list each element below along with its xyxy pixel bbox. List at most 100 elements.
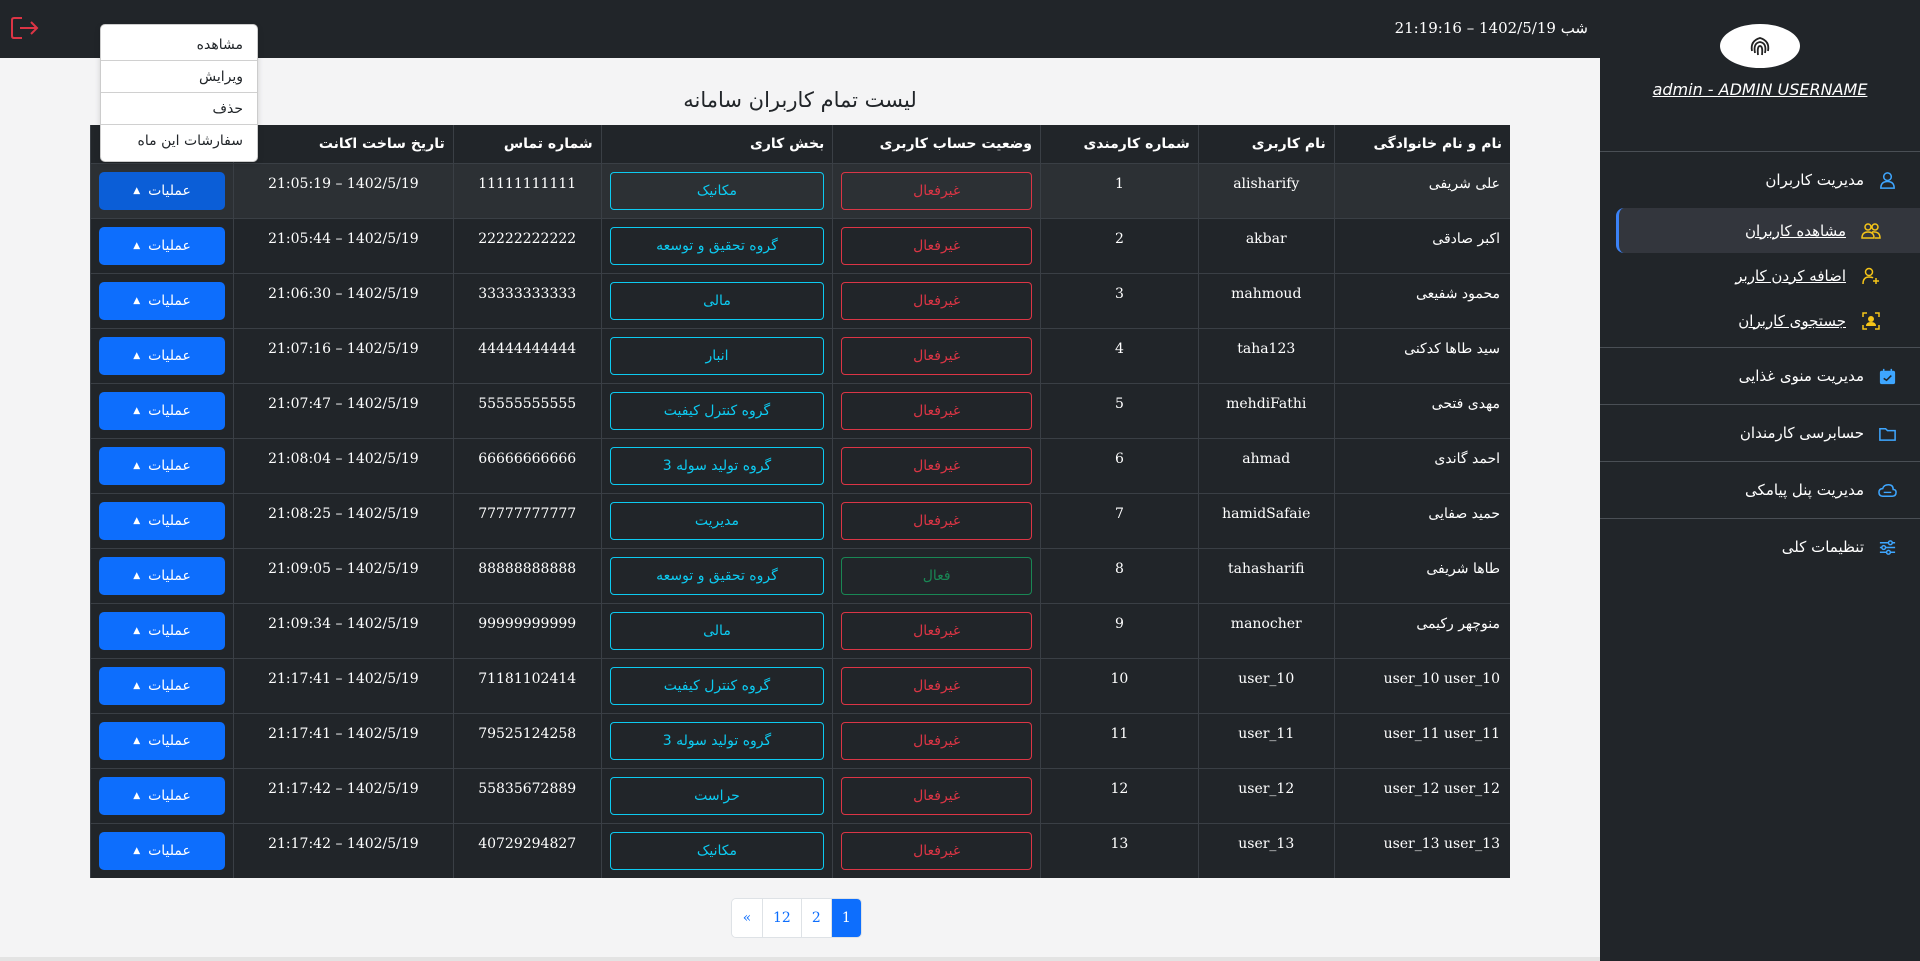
operations-button[interactable]: عملیات ▲ [99,666,226,705]
dropdown-item-view[interactable]: مشاهده [101,29,257,61]
cell-employee-number: 6 [1040,437,1199,493]
table-row: user_12 user_12 user_12 12 غیرفعال حراست 5583… [89,767,1510,823]
department-badge: مکانیک [609,171,825,210]
department-badge: گروه تحقیق و توسعه [609,226,825,265]
status-badge[interactable]: غیرفعال [841,501,1032,540]
operations-button[interactable]: عملیات ▲ [99,226,226,265]
dropdown-item-monthly-orders[interactable]: سفارشات این ماه [137,133,243,149]
page-next[interactable]: « [732,899,762,937]
logout-icon[interactable] [10,15,40,41]
operations-button-label: عملیات [148,732,191,749]
sidebar-item-search-users[interactable]: جستجوی کاربران [1600,298,1902,343]
cell-employee-number: 13 [1040,822,1199,878]
current-datetime: شب 1402/5/19 – 21:19:16 [1394,19,1588,37]
operations-dropdown-menu: مشاهده ویرایش حذف سفارشات این ماه [100,24,258,162]
operations-button[interactable]: عملیات ▲ [99,776,226,815]
table-row: منوچهر رکیمی manocher 9 غیرفعال مالی 99999999… [89,602,1510,658]
cell-created: 1402/5/19 – 21:17:42 [233,822,454,878]
status-badge[interactable]: غیرفعال [841,666,1032,705]
cell-username: user_10 [1197,657,1335,713]
nav-sms-panel[interactable]: مدیریت پنل پیامکی [1600,462,1920,518]
cell-created: 1402/5/19 – 21:17:42 [233,767,454,823]
operations-button[interactable]: عملیات ▲ [99,446,226,485]
operations-button[interactable]: عملیات ▲ [99,171,226,210]
operations-button[interactable]: عملیات ▲ [99,281,226,320]
caret-up-icon: ▲ [133,515,141,526]
table-row: user_11 user_11 user_11 11 غیرفعال گروه تولی… [89,712,1510,768]
cell-created: 1402/5/19 – 21:09:05 [233,547,454,603]
status-badge[interactable]: غیرفعال [841,831,1032,870]
status-badge[interactable]: غیرفعال [841,226,1032,265]
nav-food-menu[interactable]: مدیریت منوی غذایی [1600,348,1920,404]
operations-button[interactable]: عملیات ▲ [99,721,226,760]
cell-name: مهدی فتحی [1333,382,1510,438]
operations-button[interactable]: عملیات ▲ [99,831,226,870]
cell-created: 1402/5/19 – 21:17:41 [233,657,454,713]
cell-employee-number: 10 [1040,657,1199,713]
cell-created: 1402/5/19 – 21:07:47 [233,382,454,438]
fingerprint-logo-icon [1750,37,1770,56]
table-row: احمد گاندی ahmad 6 غیرفعال گروه تولید سوله 3… [89,437,1510,493]
page-12[interactable]: 12 [762,899,801,937]
status-badge[interactable]: غیرفعال [841,391,1032,430]
status-badge[interactable]: غیرفعال [841,281,1032,320]
cell-employee-number: 5 [1040,382,1199,438]
page-2[interactable]: 2 [800,899,831,937]
department-badge: گروه کنترل کیفیت [609,391,825,430]
nav-food-menu-label: مدیریت منوی غذایی [1738,367,1864,385]
status-badge[interactable]: غیرفعال [841,336,1032,375]
profile-username-link[interactable]: admin - ADMIN USERNAME [1652,80,1868,99]
cell-phone: 99999999999 [452,602,602,658]
cell-created: 1402/5/19 – 21:09:34 [233,602,454,658]
caret-up-icon: ▲ [133,570,141,581]
nav-user-management[interactable]: مدیریت کاربران [1600,152,1920,208]
operations-button-label: عملیات [148,237,191,254]
cell-employee-number: 12 [1040,767,1199,823]
status-badge[interactable]: فعال [841,556,1032,595]
cell-username: user_11 [1197,712,1335,768]
operations-button[interactable]: عملیات ▲ [99,611,226,650]
nav-general-settings[interactable]: تنظیمات کلی [1600,519,1920,575]
cell-phone: 55835672889 [452,767,602,823]
status-badge[interactable]: غیرفعال [841,446,1032,485]
page-1[interactable]: 1 [830,899,861,937]
sidebar-item-view-users[interactable]: مشاهده کاربران [1616,208,1920,253]
cell-username: user_12 [1197,767,1335,823]
cell-username: tahasharifi [1197,547,1335,603]
dropdown-item-edit[interactable]: ویرایش [101,61,257,93]
operations-button[interactable]: عملیات ▲ [99,391,226,430]
status-badge[interactable]: غیرفعال [841,171,1032,210]
operations-button[interactable]: عملیات ▲ [99,501,226,540]
people-icon [1860,220,1882,242]
cell-name: user_12 user_12 [1333,767,1510,823]
cloud-icon [1876,479,1898,501]
operations-button[interactable]: عملیات ▲ [99,336,226,375]
sidebar-item-view-users-label: مشاهده کاربران [1745,221,1846,240]
caret-up-icon: ▲ [133,790,141,801]
status-badge[interactable]: غیرفعال [841,611,1032,650]
dropdown-item-delete[interactable]: حذف [101,93,257,125]
cell-name: احمد گاندی [1333,437,1510,493]
cell-username: akbar [1197,217,1335,273]
nav-employee-audit[interactable]: حسابرسی کارمندان [1600,405,1920,461]
status-badge[interactable]: غیرفعال [841,721,1032,760]
cell-created: 1402/5/19 – 21:08:04 [233,437,454,493]
department-badge: انبار [609,336,825,375]
top-bar: شب 1402/5/19 – 21:19:16 [0,0,1600,58]
cell-name: اکبر صادقی [1333,217,1510,273]
avatar [1720,24,1800,68]
audit-section: حسابرسی کارمندان [1600,405,1920,462]
nav-sms-panel-label: مدیریت پنل پیامکی [1745,481,1864,499]
operations-button[interactable]: عملیات ▲ [99,556,226,595]
cell-phone: 71181102414 [452,657,602,713]
sidebar-item-add-user[interactable]: اضافه کردن کاربر [1600,253,1902,298]
caret-up-icon: ▲ [133,625,141,636]
header-phone: شماره تماس [452,125,602,163]
cell-phone: 79525124258 [452,712,602,768]
cell-username: mahmoud [1197,272,1335,328]
operations-button-label: عملیات [148,292,191,309]
cell-phone: 88888888888 [452,547,602,603]
department-badge: مالی [609,611,825,650]
status-badge[interactable]: غیرفعال [841,776,1032,815]
table-header-row: نام و نام خانوادگی نام کاربری شماره کارم… [89,125,1510,163]
